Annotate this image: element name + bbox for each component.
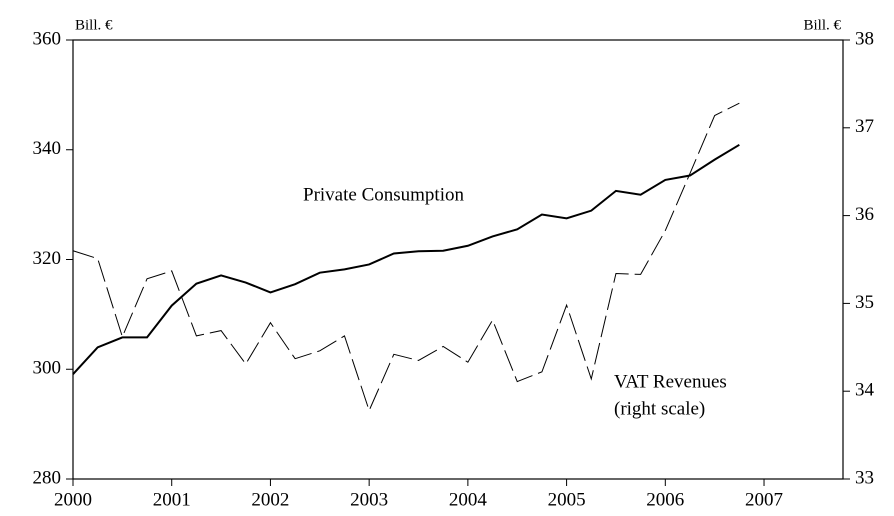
- y2-tick-label: 37: [855, 116, 874, 137]
- y-tick-label: 360: [33, 28, 62, 49]
- y-axis-label: Bill. €: [75, 17, 113, 33]
- x-tick-label: 2003: [350, 489, 388, 510]
- x-tick-label: 2000: [54, 489, 92, 510]
- x-tick-label: 2002: [251, 489, 289, 510]
- annotation: VAT Revenues: [614, 371, 727, 392]
- y2-tick-label: 36: [855, 204, 874, 225]
- series-line: [72, 143, 740, 375]
- y2-axis-label: Bill. €: [803, 17, 841, 33]
- annotation: Private Consumption: [303, 184, 464, 205]
- y2-tick-label: 38: [855, 28, 874, 49]
- y2-tick-label: 33: [855, 467, 874, 488]
- x-tick-label: 2005: [548, 489, 586, 510]
- annotation: (right scale): [614, 398, 705, 419]
- series-line: [72, 102, 740, 412]
- plot-frame: [72, 39, 844, 480]
- y-tick-label: 300: [33, 358, 62, 379]
- y-tick-label: 280: [33, 467, 62, 488]
- y2-tick-label: 35: [855, 292, 874, 313]
- x-tick-label: 2007: [745, 489, 783, 510]
- x-tick-label: 2006: [646, 489, 684, 510]
- y2-tick-label: 34: [855, 380, 875, 401]
- x-tick-label: 2004: [449, 489, 488, 510]
- x-tick-label: 2001: [153, 489, 191, 510]
- y-tick-label: 320: [33, 248, 62, 269]
- y-tick-label: 340: [33, 138, 62, 159]
